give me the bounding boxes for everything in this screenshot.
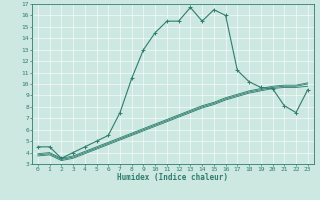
X-axis label: Humidex (Indice chaleur): Humidex (Indice chaleur) [117,173,228,182]
